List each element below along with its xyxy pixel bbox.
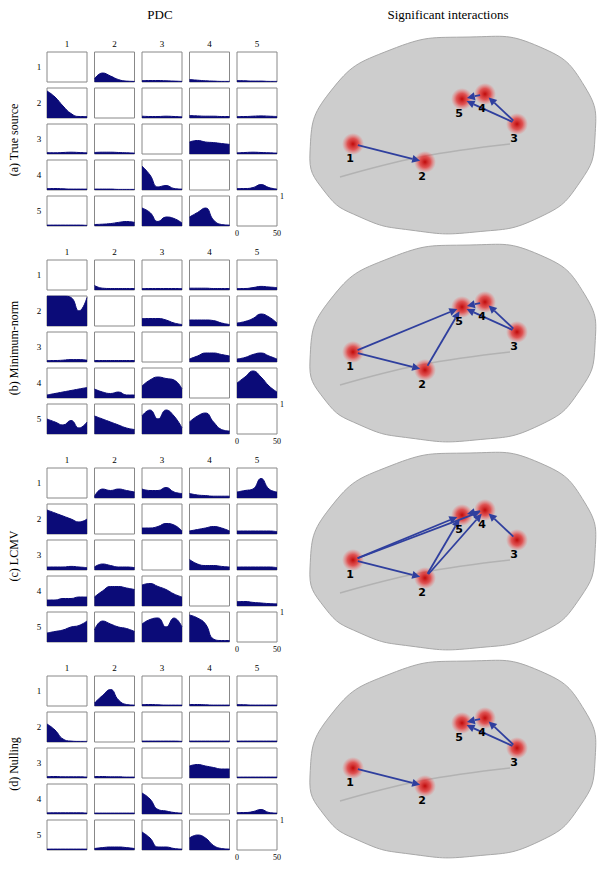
svg-text:3: 3 (160, 247, 165, 257)
svg-text:3: 3 (160, 39, 165, 49)
svg-text:4: 4 (478, 518, 486, 531)
svg-text:2: 2 (418, 794, 426, 807)
svg-text:3: 3 (37, 342, 42, 352)
svg-text:1: 1 (280, 816, 284, 825)
svg-text:(d) Nulling: (d) Nulling (7, 737, 21, 791)
svg-text:2: 2 (418, 170, 426, 183)
svg-text:1: 1 (37, 62, 42, 72)
svg-text:50: 50 (273, 437, 281, 446)
svg-text:4: 4 (37, 170, 42, 180)
svg-text:5: 5 (37, 622, 42, 632)
svg-text:5: 5 (455, 107, 463, 120)
svg-text:1: 1 (65, 39, 70, 49)
svg-text:0: 0 (235, 437, 239, 446)
svg-text:1: 1 (280, 608, 284, 617)
svg-text:4: 4 (207, 455, 212, 465)
svg-text:3: 3 (160, 663, 165, 673)
svg-text:1: 1 (346, 360, 354, 373)
svg-text:50: 50 (273, 853, 281, 862)
svg-text:5: 5 (37, 414, 42, 424)
svg-text:3: 3 (510, 132, 518, 145)
svg-text:4: 4 (478, 726, 486, 739)
svg-text:1: 1 (37, 686, 42, 696)
svg-text:3: 3 (510, 548, 518, 561)
svg-text:2: 2 (37, 306, 42, 316)
svg-text:4: 4 (207, 247, 212, 257)
svg-text:3: 3 (160, 455, 165, 465)
svg-text:5: 5 (455, 523, 463, 536)
svg-text:4: 4 (37, 378, 42, 388)
svg-text:4: 4 (207, 39, 212, 49)
svg-text:5: 5 (455, 315, 463, 328)
svg-text:3: 3 (37, 134, 42, 144)
svg-text:2: 2 (112, 455, 117, 465)
svg-text:50: 50 (273, 229, 281, 238)
svg-text:1: 1 (346, 568, 354, 581)
svg-text:3: 3 (510, 340, 518, 353)
svg-text:0: 0 (235, 229, 239, 238)
svg-text:4: 4 (478, 310, 486, 323)
svg-text:2: 2 (112, 247, 117, 257)
svg-text:5: 5 (255, 39, 260, 49)
svg-text:2: 2 (112, 39, 117, 49)
svg-text:(b) Minimum-norm: (b) Minimum-norm (7, 300, 21, 395)
svg-text:1: 1 (65, 663, 70, 673)
svg-text:(c) LCMV: (c) LCMV (7, 530, 21, 581)
svg-text:2: 2 (112, 663, 117, 673)
svg-text:(a) True source: (a) True source (7, 104, 21, 177)
svg-text:Significant interactions: Significant interactions (388, 7, 509, 22)
svg-text:1: 1 (37, 478, 42, 488)
svg-text:5: 5 (255, 663, 260, 673)
svg-text:5: 5 (37, 206, 42, 216)
svg-text:2: 2 (37, 722, 42, 732)
svg-text:2: 2 (37, 514, 42, 524)
svg-text:PDC: PDC (147, 7, 172, 22)
svg-text:1: 1 (346, 776, 354, 789)
svg-text:5: 5 (37, 830, 42, 840)
svg-text:3: 3 (510, 756, 518, 769)
svg-text:2: 2 (37, 98, 42, 108)
svg-text:0: 0 (235, 645, 239, 654)
svg-text:50: 50 (273, 645, 281, 654)
svg-text:1: 1 (280, 400, 284, 409)
svg-text:1: 1 (37, 270, 42, 280)
svg-text:2: 2 (418, 586, 426, 599)
svg-text:1: 1 (280, 192, 284, 201)
svg-text:5: 5 (455, 731, 463, 744)
svg-text:5: 5 (255, 247, 260, 257)
svg-text:4: 4 (37, 794, 42, 804)
svg-text:1: 1 (346, 152, 354, 165)
svg-text:1: 1 (65, 455, 70, 465)
svg-text:2: 2 (418, 378, 426, 391)
svg-text:5: 5 (255, 455, 260, 465)
svg-text:0: 0 (235, 853, 239, 862)
svg-text:4: 4 (207, 663, 212, 673)
svg-text:3: 3 (37, 550, 42, 560)
svg-text:4: 4 (37, 586, 42, 596)
svg-text:3: 3 (37, 758, 42, 768)
svg-text:4: 4 (478, 102, 486, 115)
svg-text:1: 1 (65, 247, 70, 257)
